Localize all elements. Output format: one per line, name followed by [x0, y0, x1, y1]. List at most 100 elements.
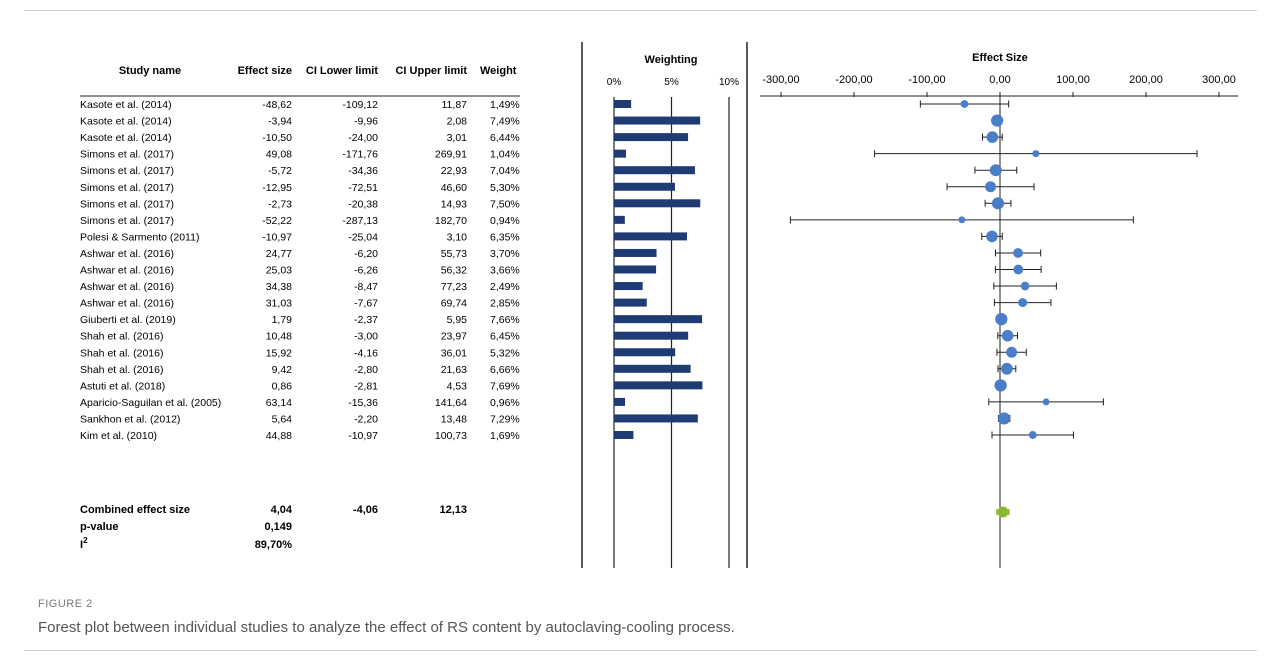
study-name: Sankhon et al. (2012) — [80, 413, 180, 425]
study-ci-upper: 21,63 — [441, 364, 467, 376]
study-ci-upper: 69,74 — [441, 298, 467, 310]
weight-bar — [614, 331, 689, 340]
effect-point — [1032, 150, 1040, 158]
effect-point — [985, 181, 996, 193]
study-name: Shah et al. (2016) — [80, 331, 163, 343]
effect-size-points — [789, 100, 1198, 518]
study-ci-lower: -7,67 — [354, 298, 378, 310]
study-weight: 7,50% — [490, 198, 520, 210]
combined-label: Combined effect size — [80, 504, 190, 516]
study-effect: 5,64 — [272, 413, 293, 425]
study-weight: 0,94% — [490, 215, 520, 227]
study-ci-lower: -10,97 — [348, 430, 378, 442]
forest-plot-svg: Study name Effect size CI Lower limit CI… — [80, 42, 1238, 568]
effect-tick-label: 200,00 — [1129, 74, 1163, 86]
study-ci-lower: -109,12 — [342, 99, 378, 111]
study-ci-lower: -3,00 — [354, 331, 378, 343]
study-name: Shah et al. (2016) — [80, 347, 163, 359]
study-ci-lower: -2,81 — [354, 380, 378, 392]
study-weight: 6,66% — [490, 364, 520, 376]
weight-bar — [614, 116, 701, 125]
study-weight: 6,44% — [490, 132, 520, 144]
study-effect: -48,62 — [262, 99, 292, 111]
study-name: Simons et al. (2017) — [80, 215, 174, 227]
pvalue-label: p-value — [80, 521, 119, 533]
effect-point — [1028, 431, 1037, 439]
study-weight: 1,04% — [490, 149, 520, 161]
study-effect: -5,72 — [268, 165, 292, 177]
study-ci-upper: 5,95 — [447, 314, 468, 326]
study-ci-upper: 141,64 — [435, 397, 467, 409]
study-name: Simons et al. (2017) — [80, 149, 174, 161]
bottom-rule — [24, 650, 1257, 651]
study-ci-upper: 56,32 — [441, 265, 467, 277]
study-weight: 7,69% — [490, 380, 520, 392]
study-ci-upper: 2,08 — [447, 116, 468, 128]
weighting-tick-label: 5% — [664, 77, 679, 88]
study-effect: -2,73 — [268, 198, 292, 210]
study-ci-upper: 3,10 — [447, 231, 468, 243]
study-ci-upper: 3,01 — [447, 132, 468, 144]
study-effect: 49,08 — [266, 149, 292, 161]
weight-bar — [614, 414, 698, 423]
weight-bar — [614, 182, 675, 191]
effect-point — [1042, 398, 1050, 406]
effect-point — [1013, 248, 1023, 258]
study-name: Aparicio-Saguilan et al. (2005) — [80, 397, 221, 409]
effect-point — [1006, 346, 1018, 358]
study-weight: 6,45% — [490, 331, 520, 343]
study-ci-upper: 13,48 — [441, 413, 467, 425]
study-ci-lower: -72,51 — [348, 182, 378, 194]
study-ci-upper: 55,73 — [441, 248, 467, 260]
weight-bar — [614, 282, 643, 291]
weight-bar — [614, 248, 657, 257]
i2-value: 89,70% — [255, 539, 293, 551]
study-ci-lower: -8,47 — [354, 281, 378, 293]
top-rule — [24, 10, 1257, 11]
effect-point — [1020, 281, 1030, 291]
effect-point — [989, 164, 1002, 177]
header-ci-lower: CI Lower limit — [306, 65, 378, 77]
study-name: Ashwar et al. (2016) — [80, 248, 174, 260]
study-effect: 15,92 — [266, 347, 292, 359]
header-weight: Weight — [480, 65, 517, 77]
study-ci-lower: -6,26 — [354, 265, 378, 277]
effect-point — [1013, 264, 1024, 275]
weight-bar — [614, 215, 625, 224]
study-ci-upper: 269,91 — [435, 149, 467, 161]
effect-point — [1018, 298, 1028, 308]
study-effect: -10,50 — [262, 132, 292, 144]
study-effect: 34,38 — [266, 281, 292, 293]
effect-point — [994, 379, 1007, 392]
study-effect: 31,03 — [266, 298, 292, 310]
figure-label: FIGURE 2 — [38, 598, 93, 610]
header-ci-upper: CI Upper limit — [395, 65, 467, 77]
study-effect: 25,03 — [266, 265, 292, 277]
weight-bar — [614, 397, 626, 406]
study-rows: Kasote et al. (2014) -48,62 -109,12 11,87 1,… — [80, 99, 520, 442]
weight-bar — [614, 348, 676, 357]
i2-label: I2 — [80, 536, 88, 551]
study-weight: 7,29% — [490, 413, 520, 425]
study-weight: 7,04% — [490, 165, 520, 177]
effect-point — [998, 412, 1011, 425]
study-ci-upper: 46,60 — [441, 182, 467, 194]
study-ci-lower: -24,00 — [348, 132, 378, 144]
study-weight: 3,70% — [490, 248, 520, 260]
study-weight: 5,30% — [490, 182, 520, 194]
study-ci-upper: 23,97 — [441, 331, 467, 343]
header-effect-size: Effect size — [238, 65, 292, 77]
study-effect: 0,86 — [272, 380, 293, 392]
effect-tick-label: 100,00 — [1056, 74, 1090, 86]
effect-point — [995, 312, 1008, 326]
study-name: Kim et al. (2010) — [80, 430, 157, 442]
effect-point — [991, 197, 1005, 210]
i2-superscript: 2 — [83, 536, 88, 545]
study-ci-lower: -9,96 — [354, 116, 378, 128]
study-ci-upper: 182,70 — [435, 215, 467, 227]
study-name: Simons et al. (2017) — [80, 198, 174, 210]
combined-effect-point — [997, 506, 1009, 518]
effect-point — [986, 230, 998, 243]
effect-point — [1001, 329, 1014, 342]
weighting-bars — [614, 100, 703, 439]
